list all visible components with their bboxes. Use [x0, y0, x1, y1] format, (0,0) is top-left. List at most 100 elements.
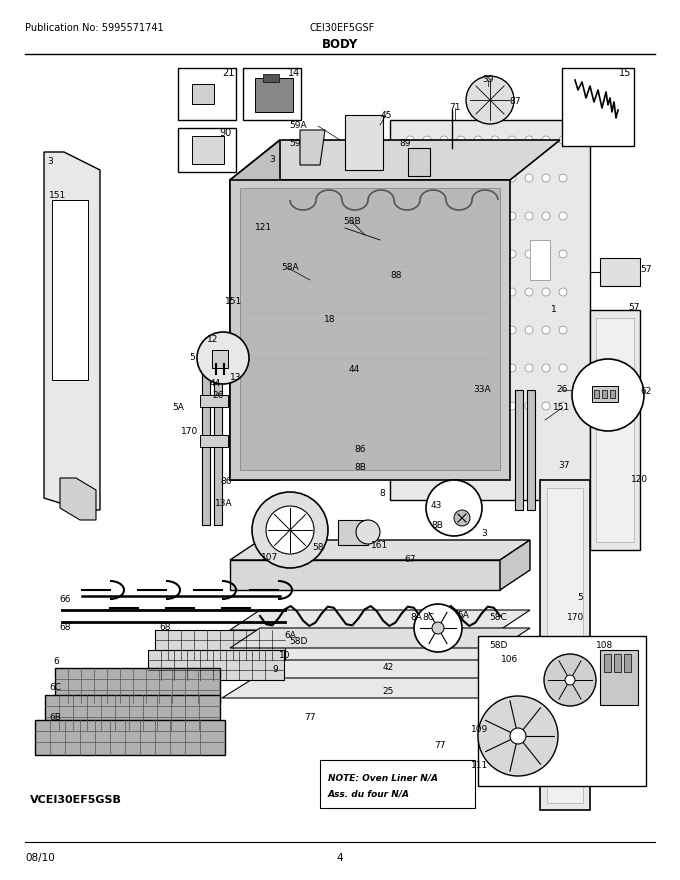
Circle shape: [559, 174, 567, 182]
Bar: [610, 390, 615, 398]
Circle shape: [423, 212, 431, 220]
Text: 77: 77: [435, 740, 446, 750]
Text: 10: 10: [279, 650, 291, 659]
Circle shape: [542, 326, 550, 334]
Circle shape: [466, 76, 514, 124]
Circle shape: [454, 510, 470, 526]
Circle shape: [508, 174, 516, 182]
Text: 77: 77: [304, 714, 316, 722]
Circle shape: [525, 402, 533, 410]
Bar: [202, 370, 210, 525]
Circle shape: [491, 326, 499, 334]
Circle shape: [508, 136, 516, 144]
Polygon shape: [390, 120, 590, 500]
Bar: [52, 200, 88, 380]
Text: 57: 57: [628, 304, 640, 312]
Text: 106: 106: [501, 656, 519, 664]
Circle shape: [542, 212, 550, 220]
Text: 9: 9: [272, 665, 278, 674]
Text: 8C: 8C: [422, 613, 434, 622]
Text: 58D: 58D: [489, 641, 507, 649]
Text: 3: 3: [269, 156, 275, 165]
Text: 18: 18: [324, 316, 336, 325]
Circle shape: [474, 288, 482, 296]
Circle shape: [542, 364, 550, 372]
Circle shape: [474, 174, 482, 182]
Bar: [148, 650, 284, 680]
Circle shape: [423, 402, 431, 410]
Text: 37: 37: [558, 461, 570, 471]
Text: 4: 4: [337, 853, 343, 863]
Circle shape: [426, 480, 482, 536]
Bar: [263, 74, 279, 82]
Circle shape: [525, 288, 533, 296]
Circle shape: [406, 402, 414, 410]
Polygon shape: [338, 520, 368, 545]
Text: 111: 111: [471, 761, 489, 771]
Circle shape: [440, 402, 448, 410]
Text: 39: 39: [482, 76, 494, 84]
Circle shape: [491, 250, 499, 258]
Circle shape: [457, 402, 465, 410]
Bar: [600, 650, 638, 705]
Text: Ass. du four N/A: Ass. du four N/A: [328, 789, 410, 798]
Bar: [490, 240, 510, 280]
Text: 45: 45: [380, 111, 392, 120]
Polygon shape: [230, 610, 530, 630]
Circle shape: [423, 326, 431, 334]
Circle shape: [508, 364, 516, 372]
Text: 58: 58: [312, 544, 324, 553]
Circle shape: [474, 364, 482, 372]
Text: 108: 108: [596, 641, 613, 649]
Text: 5: 5: [577, 593, 583, 603]
Polygon shape: [192, 84, 214, 104]
Circle shape: [197, 332, 249, 384]
Bar: [600, 258, 640, 286]
Circle shape: [559, 402, 567, 410]
Circle shape: [559, 136, 567, 144]
Text: 59A: 59A: [289, 121, 307, 130]
Circle shape: [508, 250, 516, 258]
Polygon shape: [240, 188, 500, 470]
Circle shape: [525, 326, 533, 334]
Circle shape: [252, 492, 328, 568]
Text: 62: 62: [641, 387, 651, 397]
Circle shape: [457, 174, 465, 182]
Text: Publication No: 5995571741: Publication No: 5995571741: [25, 23, 164, 33]
Circle shape: [440, 136, 448, 144]
Bar: [527, 390, 535, 510]
Text: 43: 43: [430, 501, 442, 510]
Circle shape: [542, 288, 550, 296]
Bar: [155, 630, 285, 660]
Circle shape: [508, 402, 516, 410]
Circle shape: [457, 326, 465, 334]
Bar: [200, 435, 228, 447]
Text: 8B: 8B: [354, 464, 366, 473]
Circle shape: [508, 288, 516, 296]
Circle shape: [406, 364, 414, 372]
Polygon shape: [590, 310, 640, 550]
Bar: [243, 68, 301, 120]
Text: 89: 89: [399, 138, 411, 148]
Circle shape: [474, 250, 482, 258]
Text: 08/10: 08/10: [25, 853, 55, 863]
Text: VCEI30EF5GSB: VCEI30EF5GSB: [30, 795, 122, 805]
Polygon shape: [230, 628, 530, 648]
Text: 58C: 58C: [489, 613, 507, 622]
Text: 86: 86: [354, 445, 366, 454]
Circle shape: [266, 506, 314, 554]
Text: 26: 26: [556, 385, 568, 394]
Bar: [55, 668, 220, 703]
Text: 58D: 58D: [289, 637, 307, 647]
Bar: [408, 148, 430, 176]
Text: 66: 66: [59, 596, 71, 605]
Text: 42: 42: [382, 664, 394, 672]
Text: 13A: 13A: [215, 500, 233, 509]
Text: 6C: 6C: [49, 684, 61, 693]
Bar: [478, 636, 646, 786]
Circle shape: [572, 359, 644, 431]
Text: 170: 170: [567, 613, 585, 622]
Text: 25: 25: [382, 687, 394, 696]
Circle shape: [542, 250, 550, 258]
Text: 161: 161: [371, 540, 389, 549]
